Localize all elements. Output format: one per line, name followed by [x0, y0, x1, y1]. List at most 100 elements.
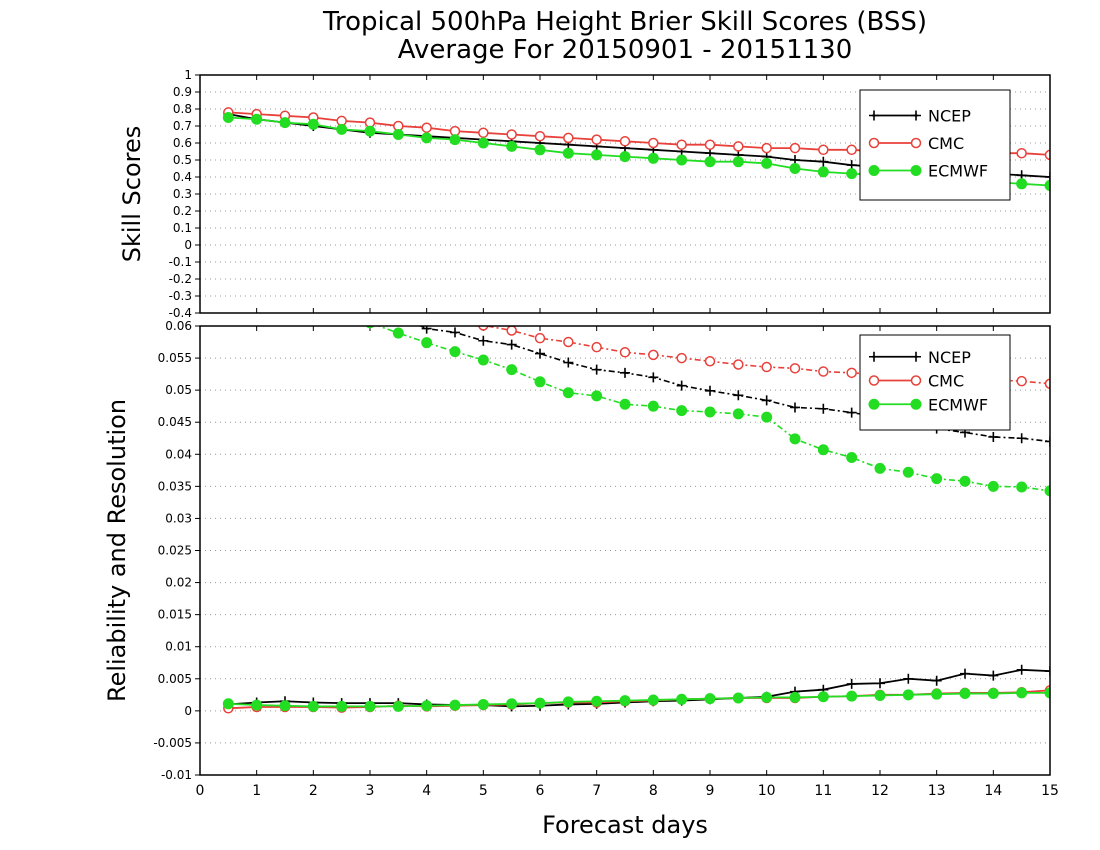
data-point-dot: [477, 698, 489, 710]
data-point-circle: [704, 139, 716, 150]
data-point-plus: [421, 326, 432, 334]
data-point-dot: [449, 699, 461, 711]
data-point-plus: [535, 348, 545, 359]
y-tick-label: 0.03: [165, 511, 192, 525]
data-point-dot: [506, 364, 518, 376]
data-point-dot: [364, 125, 376, 137]
data-point-plus: [1016, 664, 1027, 675]
y-tick-label: 0.055: [158, 351, 192, 365]
y-tick-label: 0.5: [173, 153, 192, 167]
data-point-circle: [478, 127, 489, 139]
data-point-circle: [818, 144, 829, 156]
legend-label-ncep: NCEP: [928, 107, 971, 126]
data-point-dot: [959, 475, 971, 487]
y-tick-label: 0.025: [158, 544, 192, 558]
data-point-dot: [1044, 180, 1050, 191]
data-point-plus: [931, 675, 942, 686]
legend-box: [859, 334, 1011, 431]
data-point-circle: [394, 289, 403, 298]
legend-box: [859, 89, 1011, 201]
data-point-dot: [506, 140, 518, 152]
y-tick-label: 0.7: [173, 119, 192, 133]
data-point-dot: [1016, 687, 1028, 699]
plot-frame: [199, 74, 1051, 314]
data-point-plus: [761, 395, 772, 406]
data-point-plus: [308, 283, 318, 293]
legend: NCEP CMC ECMWF: [859, 89, 1011, 201]
y-tick-label: 0.05: [165, 383, 192, 397]
data-point-circle: [337, 271, 346, 280]
data-point-circle: [224, 245, 233, 254]
data-point-dot: [789, 691, 801, 703]
data-point-dot: [421, 337, 433, 349]
y-axis-title: Reliability and Resolution: [103, 399, 131, 702]
plot-frame: [199, 325, 1051, 776]
data-point-circle: [868, 137, 880, 149]
y-tick-label: 0.04: [165, 447, 192, 461]
y-tick-label: 0.01: [165, 640, 192, 654]
data-point-circle: [421, 122, 432, 133]
data-point-dot: [591, 390, 603, 402]
data-point-dot: [987, 480, 999, 492]
data-point-dot: [846, 451, 858, 463]
y-tick-label: 0.045: [158, 415, 192, 429]
data-point-circle: [619, 347, 631, 358]
data-point-dot: [307, 118, 319, 130]
data-point-dot: [1016, 481, 1028, 493]
data-point-circle: [761, 142, 772, 154]
data-point-dot: [846, 690, 858, 702]
data-point-plus: [620, 367, 630, 378]
data-point-plus: [648, 372, 659, 383]
chart-title-line1: Tropical 500hPa Height Brier Skill Score…: [322, 7, 927, 37]
data-point-circle: [676, 139, 687, 150]
data-point-plus: [846, 407, 857, 418]
data-point-dot: [591, 695, 603, 707]
data-point-plus: [1045, 436, 1050, 447]
data-point-plus: [818, 403, 829, 414]
data-point-dot: [421, 700, 433, 712]
data-point-dot: [421, 132, 433, 144]
x-tick-label: 4: [422, 783, 431, 799]
data-point-dot: [562, 696, 574, 708]
data-point-circle: [478, 326, 489, 331]
data-point-dot: [562, 147, 574, 159]
data-point-plus: [506, 339, 517, 350]
data-point-dot: [647, 152, 659, 164]
data-point-circle: [506, 129, 517, 140]
legend-label-ecmwf: ECMWF: [928, 162, 988, 181]
data-point-plus: [960, 668, 970, 679]
data-point-circle: [1016, 147, 1027, 159]
data-point-plus: [869, 110, 879, 121]
x-tick-label: 12: [871, 783, 889, 799]
data-point-dot: [449, 134, 461, 146]
data-point-circle: [506, 326, 517, 336]
data-point-plus: [846, 678, 857, 689]
data-point-dot: [868, 398, 880, 410]
data-point-dot: [817, 444, 829, 456]
data-point-dot: [676, 405, 688, 417]
y-tick-label: -0.4: [169, 306, 192, 320]
data-point-dot: [222, 698, 234, 710]
data-point-plus: [591, 364, 602, 375]
x-tick-label: 0: [196, 783, 205, 799]
data-point-circle: [676, 352, 687, 364]
y-tick-label: 0.1: [173, 221, 192, 235]
data-point-dot: [1016, 178, 1028, 190]
data-point-dot: [931, 688, 943, 700]
data-point-plus: [988, 670, 999, 681]
data-point-dot: [222, 112, 234, 123]
data-point-dot: [1044, 485, 1050, 497]
data-point-dot: [789, 163, 801, 174]
reliability-resolution-panel: -0.01 -0.005 0 0.005 0.01 0.015 0.02 0.025 0.03 0…: [103, 245, 1059, 839]
data-point-dot: [817, 166, 829, 178]
data-point-dot: [562, 387, 574, 399]
data-point-dot: [534, 144, 546, 156]
data-point-circle: [534, 332, 546, 344]
data-point-dot: [902, 689, 914, 701]
legend: NCEP CMC ECMWF: [859, 334, 1011, 431]
data-point-plus: [911, 110, 921, 121]
data-point-circle: [910, 137, 922, 149]
data-point-dot: [761, 411, 773, 423]
data-point-dot: [732, 692, 744, 704]
data-point-circle: [648, 137, 659, 149]
